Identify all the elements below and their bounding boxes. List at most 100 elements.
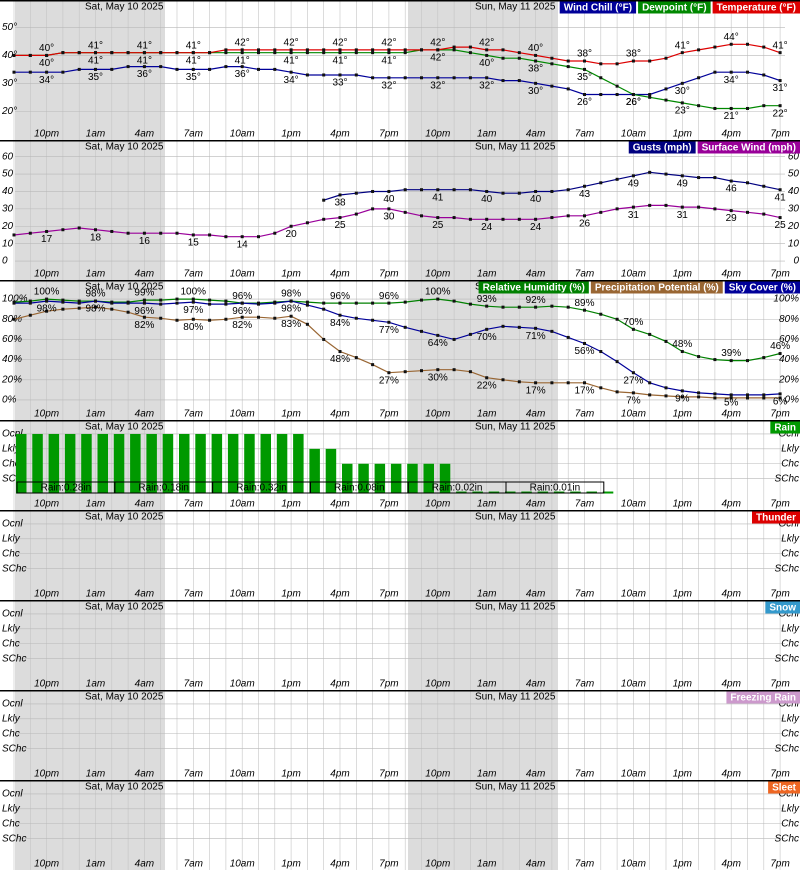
value-label: 98% xyxy=(85,304,105,315)
value-label: 38° xyxy=(626,49,641,60)
value-label: 41° xyxy=(235,55,250,66)
value-label: 100% xyxy=(34,287,60,298)
bar xyxy=(113,433,125,494)
data-point xyxy=(452,76,456,80)
y-tick-label-right: 60% xyxy=(779,334,799,345)
value-label: 30° xyxy=(675,86,690,97)
value-label: 41° xyxy=(773,40,788,51)
data-point xyxy=(224,65,228,69)
x-tick-label: 1pm xyxy=(281,859,300,870)
data-point xyxy=(322,217,326,221)
legend-label: Rain xyxy=(774,423,796,434)
x-tick-label: 7am xyxy=(184,589,203,600)
y-tick-label: Ocnl xyxy=(2,699,23,710)
data-point xyxy=(746,70,749,74)
bar xyxy=(48,433,60,494)
value-label: 42° xyxy=(430,53,445,64)
value-label: 24 xyxy=(481,222,493,233)
data-point xyxy=(224,299,228,303)
data-point xyxy=(240,315,244,319)
bar xyxy=(162,433,174,494)
x-tick-label: 7am xyxy=(184,769,203,780)
data-point xyxy=(371,363,375,367)
y-tick-label-right: 100% xyxy=(773,294,799,305)
data-point xyxy=(61,298,65,302)
x-tick-label: 4am xyxy=(526,589,545,600)
data-point xyxy=(713,396,717,400)
x-tick-label: 4pm xyxy=(330,269,349,280)
legend-label: Sky Cover (%) xyxy=(729,283,796,294)
night-shade xyxy=(408,600,558,690)
x-tick-label: 4pm xyxy=(330,769,349,780)
data-point xyxy=(778,392,782,396)
bar xyxy=(97,433,108,494)
data-point xyxy=(110,307,114,311)
y-tick-label: SChc xyxy=(2,743,26,754)
value-label: 42° xyxy=(332,38,347,49)
data-point xyxy=(273,301,277,305)
data-point xyxy=(697,48,701,52)
data-point xyxy=(420,329,423,333)
data-point xyxy=(94,299,97,303)
data-point xyxy=(175,301,179,305)
data-point xyxy=(403,188,407,192)
y-tick-label: 40° xyxy=(2,50,17,61)
data-point xyxy=(387,207,391,211)
x-tick-label: 7am xyxy=(184,679,203,690)
y-tick-label-right: Ocnl xyxy=(778,429,799,440)
data-point xyxy=(420,298,423,302)
legend-label: Wind Chill (°F) xyxy=(564,3,632,14)
value-label: 98% xyxy=(281,304,301,315)
data-point xyxy=(305,322,309,326)
value-label: 36° xyxy=(235,69,250,80)
x-tick-label: 1am xyxy=(477,269,496,280)
value-label: 35° xyxy=(88,72,103,83)
x-tick-label: 1am xyxy=(86,589,105,600)
x-tick-label: 7am xyxy=(575,859,594,870)
x-tick-label: 7am xyxy=(184,499,203,510)
data-point xyxy=(110,67,114,71)
x-tick-label: 4am xyxy=(135,499,154,510)
legend-swatch xyxy=(638,1,711,14)
data-point xyxy=(615,62,619,66)
value-label: 17 xyxy=(41,234,53,245)
y-tick-label-right: Ocnl xyxy=(778,789,799,800)
data-point xyxy=(697,391,701,395)
data-point xyxy=(664,87,668,91)
data-point xyxy=(664,394,668,398)
value-label: 98% xyxy=(281,289,301,300)
data-point xyxy=(648,332,652,336)
data-point xyxy=(648,203,652,207)
data-point xyxy=(631,59,635,63)
data-point xyxy=(648,170,652,174)
data-point xyxy=(778,51,782,55)
x-tick-label: 10pm xyxy=(34,769,59,780)
x-tick-label: 10am xyxy=(621,769,646,780)
data-point xyxy=(664,172,668,176)
x-tick-label: 7pm xyxy=(379,409,398,420)
data-point xyxy=(371,318,375,322)
data-point xyxy=(436,333,440,337)
value-label: 40 xyxy=(383,194,395,205)
data-point xyxy=(191,233,195,237)
data-point xyxy=(354,316,358,320)
data-point xyxy=(289,51,293,55)
data-point xyxy=(257,51,260,55)
date-label: Sun, May 11 2025 xyxy=(475,2,556,13)
data-point xyxy=(28,313,32,317)
value-label: 44° xyxy=(724,32,739,43)
data-point xyxy=(289,314,293,318)
amount-label: Rain:0.32in xyxy=(236,483,287,494)
data-point xyxy=(436,76,440,80)
x-tick-label: 1pm xyxy=(673,409,692,420)
x-tick-label: 4pm xyxy=(330,409,349,420)
data-point xyxy=(517,191,521,195)
x-tick-label: 1pm xyxy=(673,679,692,690)
y-tick-label-right: Ocnl xyxy=(778,609,799,620)
amount-label: Rain:0.01in xyxy=(530,483,581,494)
value-label: 38 xyxy=(334,198,346,209)
data-point xyxy=(322,73,326,77)
bar xyxy=(342,463,353,494)
x-tick-label: 1am xyxy=(86,679,105,690)
data-point xyxy=(648,93,652,97)
